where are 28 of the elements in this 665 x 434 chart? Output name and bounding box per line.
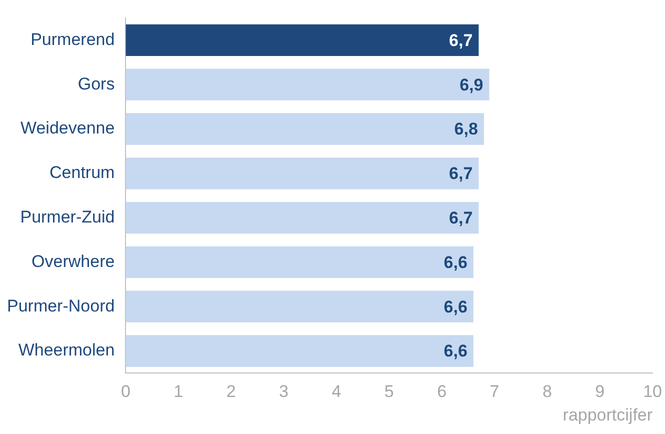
data-label: 6,7 [449,164,473,184]
x-tick-label: 0 [120,382,130,402]
y-tick-label: Centrum [50,163,115,182]
y-tick-label: Weidevenne [20,118,115,138]
y-tick-label: Purmer-Noord [6,296,115,316]
x-tick-label: 7 [490,382,500,402]
data-label: 6,8 [454,120,478,139]
y-tick-label: Wheermolen [18,340,115,360]
y-tick-label: Gors [78,74,115,94]
data-label: 6,7 [449,208,473,228]
y-tick-label: Purmer-Zuid [20,207,115,226]
x-tick-label: 6 [437,382,447,402]
data-label: 6,9 [460,75,484,94]
x-tick-label: 3 [279,382,288,402]
x-tick-label: 9 [595,382,605,402]
x-axis-title: rapportcijfer [562,405,653,424]
x-tick-label: 10 [643,382,662,402]
data-label: 6,6 [444,297,468,316]
x-tick-label: 8 [542,382,552,402]
data-label: 6,6 [444,342,468,361]
x-tick-label: 2 [226,382,236,402]
data-label: 6,6 [444,252,468,272]
data-label: 6,7 [449,30,473,50]
x-tick-label: 5 [384,382,394,402]
y-tick-label: Overwhere [32,252,115,271]
x-tick-label: 1 [174,382,184,402]
y-tick-label: Purmerend [30,30,115,49]
x-tick-label: 4 [332,382,342,402]
